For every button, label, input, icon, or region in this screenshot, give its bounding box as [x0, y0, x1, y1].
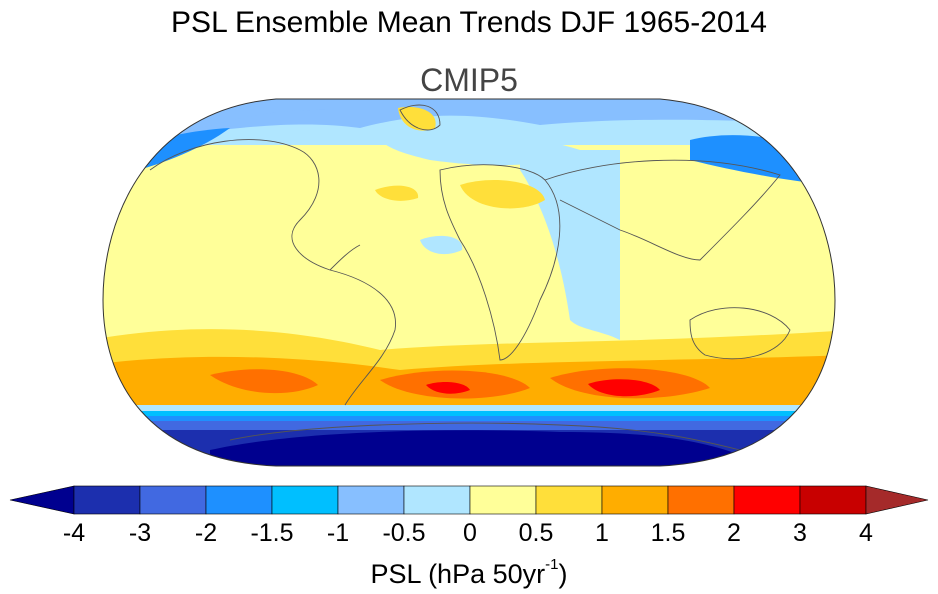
indian-ocean-low — [520, 150, 620, 340]
sahara-high — [460, 180, 545, 209]
colorbar-tick-label: 1.5 — [650, 519, 686, 547]
asia-coast — [544, 159, 781, 261]
colorbar-tick-label: 2 — [727, 519, 741, 547]
colorbar-tick-label: 0 — [463, 519, 477, 547]
tropical-atlantic-low — [420, 235, 463, 255]
colorbar-box — [667, 485, 735, 515]
colorbar-box — [601, 485, 669, 515]
map-border — [102, 98, 836, 467]
colorbar-box — [73, 485, 141, 515]
colorbar-boxes — [9, 485, 929, 515]
antarctica-min — [210, 430, 740, 466]
colorbar-title-main: PSL (hPa 50yr — [370, 559, 546, 589]
colorbar-box — [403, 485, 471, 515]
colorbar-box — [469, 485, 537, 515]
pacific-high — [210, 369, 318, 394]
colorbar-box — [271, 485, 339, 515]
antarctic-contour-3 — [103, 416, 835, 422]
north-america-coast — [149, 139, 361, 271]
south-america-coast — [329, 269, 396, 406]
colorbar-arrow-low — [9, 485, 75, 515]
colorbar-tick-label: -1.5 — [250, 519, 294, 547]
antarctica-coast — [229, 422, 741, 451]
antarctic-contour-4 — [103, 421, 835, 431]
greenland-coast — [399, 104, 441, 131]
africa-coast — [439, 164, 561, 361]
colorbar-tick-label: -2 — [194, 519, 218, 547]
colorbar-tick-label: -3 — [128, 519, 152, 547]
colorbar-tick-label: 0.5 — [518, 519, 554, 547]
colorbar-tick-label: 1 — [595, 519, 609, 547]
colorbar-title-end: ) — [558, 559, 568, 589]
coastlines — [149, 104, 791, 451]
colorbar-box — [733, 485, 801, 515]
indian-south-max — [588, 379, 660, 397]
colorbar-box — [139, 485, 207, 515]
colorbar-tick-label: -4 — [62, 519, 86, 547]
antarctic-contour-1 — [103, 405, 835, 413]
colorbar-tick-label: 3 — [793, 519, 807, 547]
colorbar-box — [799, 485, 867, 515]
figure-title: PSL Ensemble Mean Trends DJF 1965-2014 — [171, 6, 767, 39]
atlantic-high — [375, 185, 419, 201]
colorbar-arrow-high — [865, 485, 929, 515]
colorbar-title: PSL (hPa 50yr-1) — [0, 552, 938, 591]
panel-title: CMIP5 — [420, 62, 518, 98]
colorbar-box — [337, 485, 405, 515]
antarctic-contour-2 — [103, 411, 835, 417]
colorbar-tick-label: 4 — [859, 519, 873, 547]
colorbar-box — [205, 485, 273, 515]
colorbar-tick-label: -1 — [326, 519, 350, 547]
greenland-high — [398, 106, 436, 131]
colorbar-box — [535, 485, 603, 515]
atlantic-south-max — [426, 382, 470, 394]
colorbar-tick-label: -0.5 — [382, 519, 426, 547]
colorbar-title-sup: -1 — [545, 556, 559, 573]
australia-coast — [689, 307, 791, 360]
